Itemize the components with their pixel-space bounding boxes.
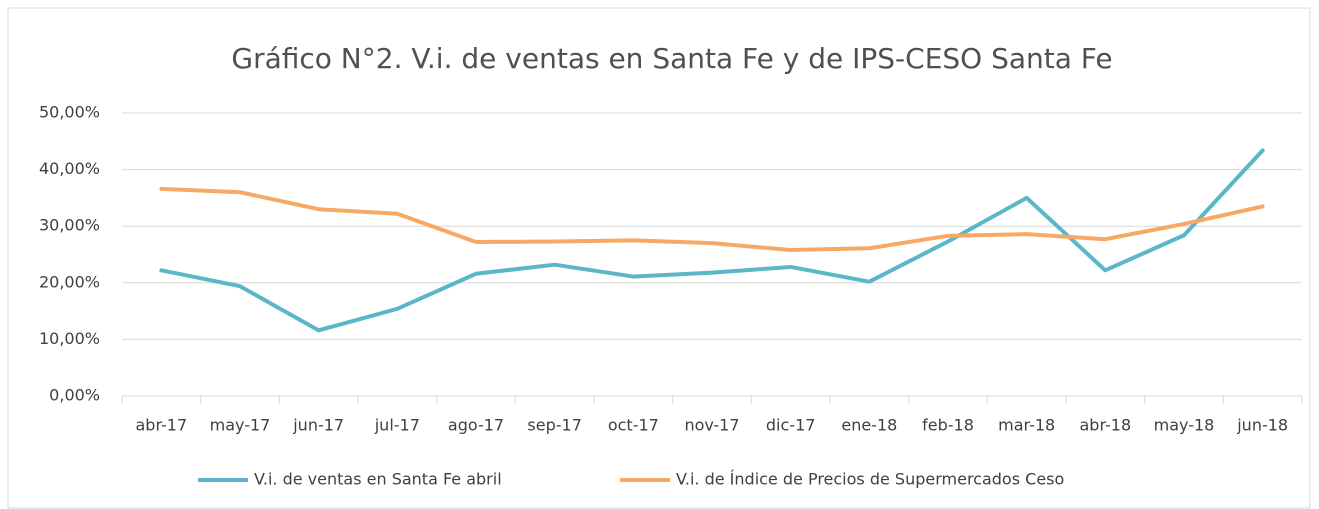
- line-series: [159, 186, 1265, 252]
- x-tick-label: ene-18: [841, 416, 897, 435]
- x-tick-label: mar-18: [998, 416, 1055, 435]
- y-tick-label: 0,00%: [49, 386, 100, 405]
- chart-title: Gráfico N°2. V.i. de ventas en Santa Fe …: [231, 42, 1112, 75]
- x-tick-label: may-17: [210, 416, 271, 435]
- y-tick-label: 10,00%: [39, 329, 100, 348]
- x-tick-label: feb-18: [922, 416, 974, 435]
- x-tick-label: nov-17: [684, 416, 739, 435]
- x-tick-label: ago-17: [448, 416, 504, 435]
- y-tick-label: 50,00%: [39, 103, 100, 122]
- y-tick-label: 20,00%: [39, 272, 100, 291]
- x-tick-label: oct-17: [608, 416, 659, 435]
- legend-label: V.i. de ventas en Santa Fe abril: [254, 470, 502, 489]
- x-tick-label: may-18: [1154, 416, 1215, 435]
- y-tick-label: 30,00%: [39, 216, 100, 235]
- y-tick-label: 40,00%: [39, 159, 100, 178]
- x-tick-label: abr-18: [1080, 416, 1132, 435]
- x-tick-label: jul-17: [374, 416, 420, 435]
- line-series: [159, 148, 1265, 333]
- x-tick-label: jun-18: [1236, 416, 1288, 435]
- x-tick-label: dic-17: [766, 416, 816, 435]
- x-tick-label: abr-17: [136, 416, 188, 435]
- x-tick-label: jun-17: [292, 416, 344, 435]
- x-tick-label: sep-17: [527, 416, 581, 435]
- legend-label: V.i. de Índice de Precios de Supermercad…: [676, 470, 1064, 489]
